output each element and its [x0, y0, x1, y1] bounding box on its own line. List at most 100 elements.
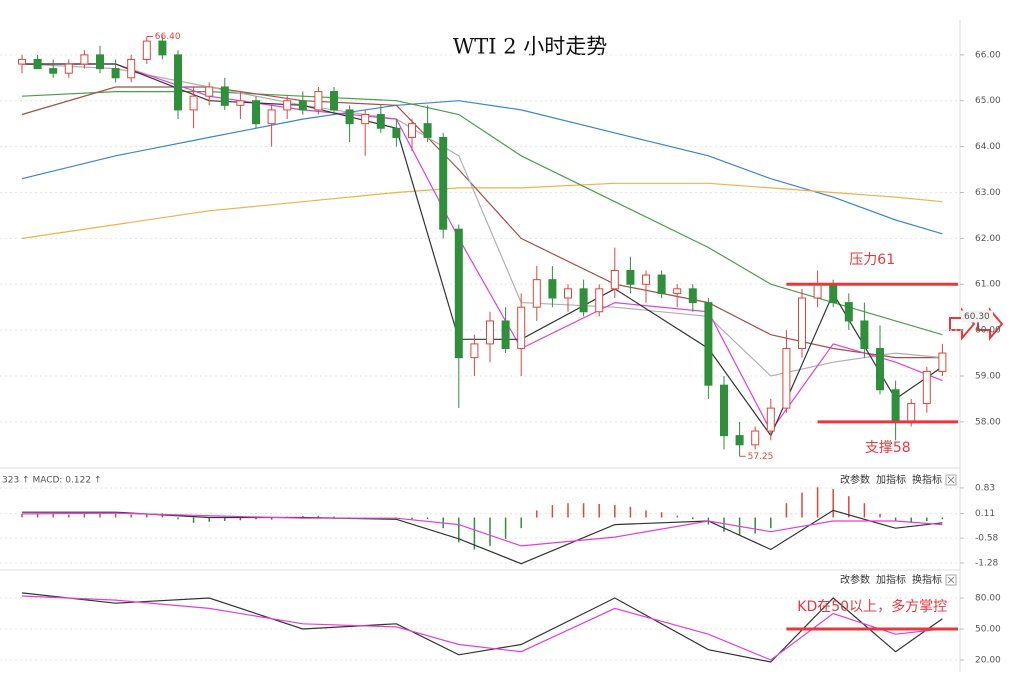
y-tick-label: 0.11 [975, 509, 995, 519]
candle-body [673, 288, 682, 294]
candle-body [252, 100, 260, 125]
candle-body [345, 109, 354, 125]
indicator-header: 323 ↑ MACD: 0.122 ↑ [2, 476, 101, 486]
candle-body [829, 283, 838, 304]
candle-body [33, 58, 42, 70]
indicator-line [21, 182, 943, 239]
candle-body [49, 68, 58, 74]
y-tick-label: 60.00 [975, 326, 1001, 336]
y-tick-label: 20.00 [975, 655, 1001, 665]
candle-body [938, 352, 947, 372]
candle-body [922, 370, 931, 405]
candle-body [486, 320, 494, 345]
y-tick-label: -0.58 [975, 534, 999, 544]
candle-body [361, 114, 370, 125]
candle-body [891, 389, 900, 423]
candle-body [548, 279, 557, 299]
candle-body [18, 58, 26, 65]
indicator-line [21, 592, 943, 663]
candle-body [579, 288, 588, 313]
candle-body [174, 54, 182, 111]
candle-body [798, 297, 806, 349]
candle-body [330, 91, 338, 111]
candle-body [751, 430, 760, 446]
candle-body [532, 279, 541, 308]
candle-body [564, 288, 572, 299]
candle-body [860, 320, 869, 349]
candle-body [376, 114, 385, 129]
candle-body [735, 435, 744, 446]
candle-body [657, 274, 666, 294]
candle-body [158, 40, 167, 56]
candle-body [517, 306, 526, 349]
candle-body [127, 58, 136, 79]
candle-body [220, 86, 229, 106]
y-tick-label: 50.00 [975, 625, 1001, 635]
candle-body [501, 320, 510, 349]
candle-body [189, 95, 198, 111]
candle-body [314, 91, 323, 111]
candle-body [642, 274, 650, 285]
candle-body [844, 302, 853, 322]
candle-body [470, 343, 479, 359]
candle-body [111, 68, 120, 79]
indicator-line [21, 595, 943, 661]
indicator-line [21, 100, 943, 235]
last-price-box [961, 310, 993, 323]
y-tick-label: 58.00 [975, 417, 1001, 427]
candle-body [283, 100, 292, 111]
y-tick-label: 0.83 [975, 483, 995, 493]
candle-body [704, 302, 713, 386]
y-tick-label: -1.28 [975, 559, 999, 569]
price-label: 57.25 [748, 452, 774, 462]
candle-body [236, 100, 245, 106]
y-tick-label: 66.00 [975, 50, 1001, 60]
candle-body [408, 123, 416, 138]
y-tick-label: 80.00 [975, 594, 1001, 604]
candle-body [64, 63, 73, 74]
indicator-line [21, 512, 943, 547]
candle-body [142, 40, 151, 60]
indicator-button[interactable]: 改参数 [840, 573, 870, 586]
candle-body [813, 283, 822, 299]
indicator-button[interactable]: 加指标 [876, 473, 906, 486]
level-label: KD在50以上，多方掌控 [797, 598, 947, 615]
candle-body [454, 228, 463, 359]
candle-body [96, 54, 104, 70]
candle-body [876, 347, 884, 391]
candle-body [267, 109, 276, 125]
candle-body [595, 288, 604, 313]
candle-body [688, 288, 697, 304]
candle-body [439, 136, 448, 230]
candle-body [392, 127, 401, 138]
price-label: 66.40 [155, 32, 181, 42]
last-price-label: 60.30 [964, 312, 990, 322]
candle-body [782, 347, 791, 409]
close-icon [947, 476, 955, 484]
close-icon [947, 576, 955, 584]
candle-body [610, 269, 619, 290]
y-tick-label: 59.00 [975, 372, 1001, 382]
indicator-line [22, 509, 943, 565]
level-label: 支撑58 [865, 440, 911, 456]
candle-body [907, 403, 916, 423]
y-tick-label: 63.00 [975, 188, 1001, 198]
y-tick-label: 61.00 [975, 280, 1001, 290]
y-tick-label: 64.00 [975, 142, 1001, 152]
indicator-button[interactable]: 换指标 [912, 473, 942, 486]
candle-body [423, 123, 432, 138]
candle-body [626, 269, 635, 285]
candle-body [298, 100, 307, 111]
y-tick-label: 62.00 [975, 234, 1001, 244]
candle-body [205, 86, 214, 97]
indicator-button[interactable]: 改参数 [840, 473, 870, 486]
indicator-button[interactable]: 加指标 [876, 573, 906, 586]
indicator-button[interactable]: 换指标 [912, 573, 942, 586]
candle-body [720, 384, 728, 437]
y-tick-label: 65.00 [975, 96, 1001, 106]
level-label: 压力61 [849, 252, 895, 268]
candle-body [80, 54, 89, 65]
candle-body [766, 407, 775, 432]
